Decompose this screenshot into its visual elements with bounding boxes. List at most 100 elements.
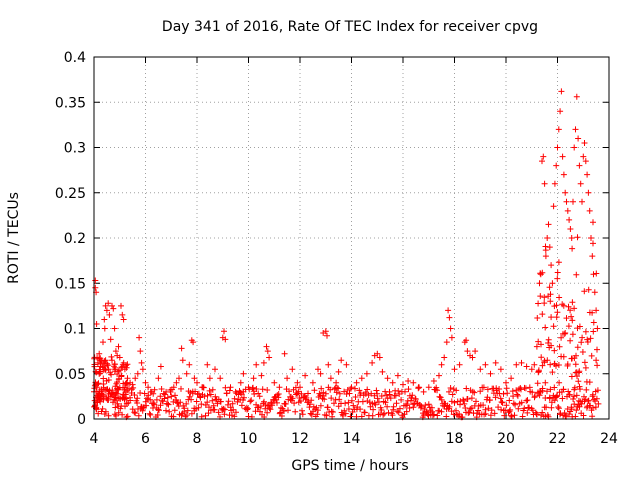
data-point — [564, 207, 571, 214]
data-point — [206, 387, 213, 394]
data-point — [217, 398, 224, 405]
data-point — [555, 405, 562, 412]
data-point — [157, 402, 164, 409]
data-point — [311, 387, 318, 394]
data-point — [446, 388, 452, 395]
data-point — [281, 350, 288, 357]
data-point — [294, 379, 301, 386]
data-point — [317, 370, 324, 377]
data-point — [436, 372, 442, 379]
data-point — [386, 391, 393, 398]
data-point — [573, 271, 580, 278]
data-point — [593, 357, 600, 364]
data-point — [119, 411, 126, 418]
data-point — [367, 403, 374, 410]
data-point — [113, 412, 119, 419]
data-point — [471, 389, 478, 396]
data-point — [560, 171, 567, 178]
data-point — [546, 344, 553, 351]
data-point — [536, 280, 543, 287]
data-point — [324, 404, 331, 411]
data-point — [348, 384, 355, 391]
data-point — [94, 381, 101, 388]
data-point — [93, 321, 100, 327]
data-point — [115, 409, 122, 416]
data-point — [501, 412, 508, 419]
data-point — [145, 384, 152, 391]
data-point — [116, 354, 123, 361]
data-point — [204, 392, 211, 399]
data-point — [554, 144, 561, 151]
data-point — [569, 317, 576, 324]
data-point — [545, 340, 552, 346]
data-point — [363, 370, 370, 377]
data-point — [397, 405, 403, 412]
y-tick-label: 0.3 — [64, 141, 86, 157]
y-tick-label: 0.2 — [64, 231, 86, 247]
data-point — [245, 384, 252, 391]
data-point — [237, 379, 244, 386]
data-point — [343, 361, 350, 368]
data-point — [102, 408, 109, 415]
data-point — [176, 375, 182, 382]
data-point — [217, 375, 224, 382]
data-point — [555, 259, 562, 266]
data-point — [465, 409, 472, 416]
data-point — [565, 323, 572, 330]
data-point — [101, 316, 108, 323]
data-point — [406, 405, 413, 411]
data-point — [362, 390, 369, 397]
data-point — [202, 402, 209, 408]
data-point — [495, 404, 502, 411]
data-point — [374, 395, 381, 402]
data-point — [537, 271, 544, 278]
data-point — [127, 397, 134, 404]
data-point — [543, 404, 550, 411]
data-point — [593, 307, 600, 314]
data-point — [450, 411, 457, 418]
data-point — [487, 412, 494, 419]
data-point — [568, 373, 575, 380]
x-axis-label: GPS time / hours — [291, 458, 408, 474]
data-point — [492, 394, 499, 401]
data-point — [94, 359, 101, 366]
data-point — [328, 395, 335, 402]
data-point — [194, 379, 200, 386]
data-point — [511, 412, 518, 419]
data-point — [108, 353, 115, 360]
data-point — [408, 394, 415, 401]
data-point — [324, 332, 330, 339]
data-point — [506, 397, 513, 404]
data-point — [282, 400, 289, 407]
y-tick-label: 0.1 — [64, 322, 86, 338]
x-tick-label: 22 — [549, 431, 567, 447]
data-point — [586, 379, 593, 386]
data-point — [551, 180, 558, 187]
data-point — [207, 391, 214, 398]
data-point — [320, 389, 327, 396]
data-point — [124, 413, 131, 420]
data-point — [566, 391, 573, 398]
data-point — [451, 366, 458, 373]
data-point — [582, 158, 589, 165]
data-point — [558, 334, 565, 341]
data-point — [292, 408, 299, 415]
data-point — [547, 386, 554, 393]
data-point — [553, 302, 560, 309]
data-point — [573, 407, 580, 414]
data-point — [425, 384, 432, 391]
data-point — [274, 399, 280, 406]
data-point — [591, 289, 598, 296]
data-point — [302, 396, 309, 403]
data-point — [445, 307, 452, 314]
data-point — [460, 397, 467, 404]
data-point — [211, 406, 218, 413]
data-point — [503, 402, 510, 409]
data-point — [500, 390, 507, 397]
data-point — [521, 405, 528, 412]
data-point — [573, 392, 580, 399]
data-point — [264, 387, 271, 393]
data-point — [345, 406, 352, 412]
data-point — [589, 309, 596, 316]
data-point — [497, 395, 504, 402]
